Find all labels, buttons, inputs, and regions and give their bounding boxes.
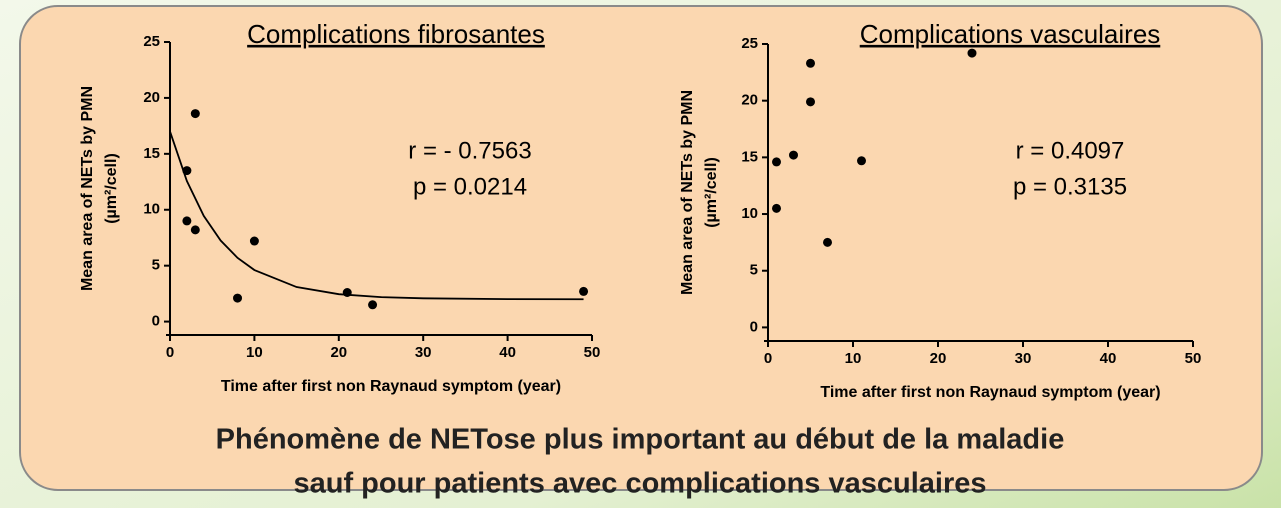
point bbox=[190, 109, 200, 119]
y-tick-label: 10 bbox=[143, 201, 160, 218]
point bbox=[579, 286, 589, 296]
y-tick-label: 0 bbox=[750, 318, 758, 335]
annotation: r = - 0.7563 bbox=[408, 137, 531, 164]
y-tick-label: 15 bbox=[143, 145, 160, 162]
y-tick-label: 0 bbox=[152, 313, 160, 330]
x-tick-label: 10 bbox=[845, 350, 862, 367]
y-axis-title: (µm²/cell) bbox=[103, 153, 120, 224]
point bbox=[190, 225, 200, 235]
point bbox=[182, 166, 192, 176]
x-tick-label: 40 bbox=[499, 344, 516, 361]
panel bbox=[19, 5, 1263, 491]
x-axis-title: Time after first non Raynaud symptom (ye… bbox=[221, 378, 561, 395]
x-tick-label: 10 bbox=[246, 344, 263, 361]
x-tick-label: 0 bbox=[166, 344, 174, 361]
chart-title: Complications vasculaires bbox=[860, 19, 1161, 49]
y-tick-label: 15 bbox=[741, 148, 758, 165]
x-tick-label: 30 bbox=[1015, 350, 1032, 367]
annotation: r = 0.4097 bbox=[1016, 137, 1125, 164]
point bbox=[967, 48, 977, 58]
point bbox=[342, 288, 352, 298]
caption: sauf pour patients avec complications va… bbox=[293, 468, 986, 500]
point bbox=[806, 97, 815, 107]
y-tick-label: 10 bbox=[741, 205, 758, 222]
point bbox=[789, 150, 798, 160]
point bbox=[249, 236, 259, 246]
point bbox=[772, 157, 781, 167]
annotation: p = 0.0214 bbox=[413, 173, 527, 200]
x-tick-label: 20 bbox=[330, 344, 347, 361]
y-axis-title: Mean area of NETs by PMN bbox=[79, 86, 96, 291]
y-tick-label: 25 bbox=[741, 35, 758, 52]
x-tick-label: 40 bbox=[1100, 350, 1117, 367]
x-tick-label: 50 bbox=[584, 344, 601, 361]
y-tick-label: 20 bbox=[741, 92, 758, 109]
point bbox=[823, 237, 832, 247]
x-tick-label: 20 bbox=[930, 350, 947, 367]
x-axis-title: Time after first non Raynaud symptom (ye… bbox=[820, 384, 1160, 401]
y-axis-title: Mean area of NETs by PMN bbox=[679, 90, 696, 295]
fit-curve bbox=[169, 131, 584, 301]
point bbox=[182, 216, 192, 226]
y-tick-label: 5 bbox=[750, 262, 758, 279]
annotation: p = 0.3135 bbox=[1013, 173, 1127, 200]
y-axis-title: (µm²/cell) bbox=[703, 157, 720, 228]
point bbox=[368, 300, 378, 310]
point bbox=[233, 293, 243, 303]
x-tick-label: 30 bbox=[415, 344, 432, 361]
chart-title: Complications fibrosantes bbox=[247, 19, 545, 49]
caption: Phénomène de NETose plus important au dé… bbox=[216, 424, 1065, 456]
point bbox=[806, 58, 815, 68]
x-tick-label: 0 bbox=[764, 350, 772, 367]
point bbox=[857, 156, 866, 166]
y-tick-label: 20 bbox=[143, 89, 160, 106]
x-tick-label: 50 bbox=[1185, 350, 1202, 367]
y-tick-label: 25 bbox=[143, 33, 160, 50]
point bbox=[772, 203, 781, 213]
y-tick-label: 5 bbox=[152, 257, 160, 274]
